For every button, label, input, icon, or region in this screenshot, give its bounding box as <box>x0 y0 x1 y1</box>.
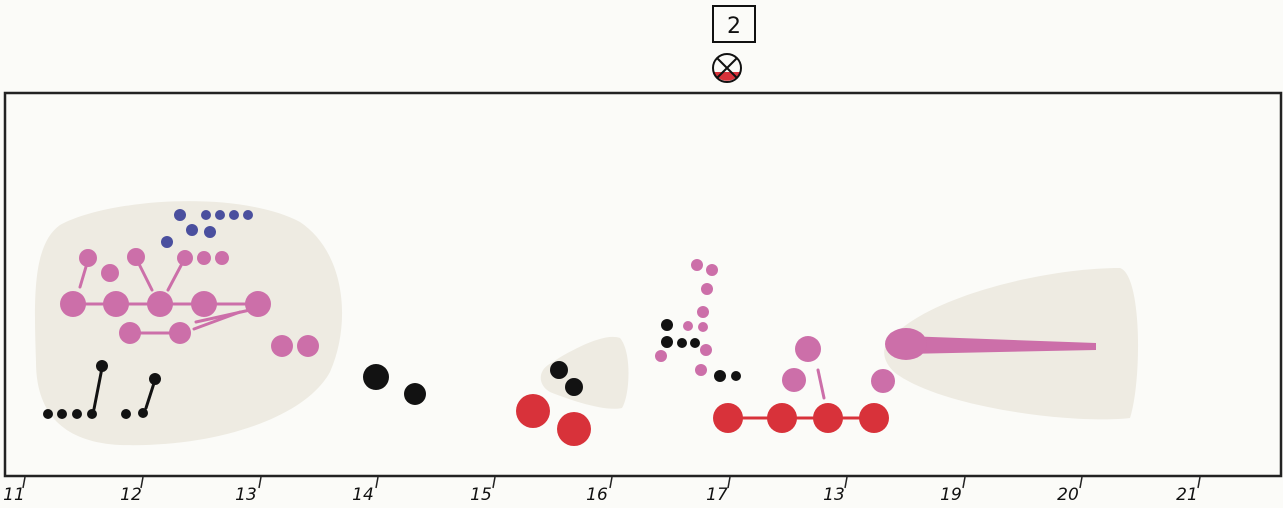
pink-dot <box>691 259 703 271</box>
blue-dot <box>229 210 239 220</box>
pink-dot <box>700 344 712 356</box>
axis-label: 20 <box>1057 485 1079 505</box>
black-dot <box>661 319 673 331</box>
red-dot-group <box>516 394 889 446</box>
red-dot <box>713 403 743 433</box>
pink-dot <box>177 250 193 266</box>
pink-dot <box>101 264 119 282</box>
axis-label: 21 <box>1176 485 1198 505</box>
red-dot <box>516 394 550 428</box>
axis-label: 14 <box>352 485 374 505</box>
axis-tick <box>492 476 496 489</box>
axis-tick <box>844 476 848 489</box>
blue-dot <box>201 210 211 220</box>
pink-dot <box>795 336 821 362</box>
axis-tick <box>258 476 262 489</box>
black-dot <box>661 336 673 348</box>
axis-label: 12 <box>120 485 142 505</box>
pink-dot <box>701 283 713 295</box>
bottom-axis: 11 12 13 14 15 16 17 13 19 20 21 <box>3 476 1201 505</box>
black-dot <box>731 371 741 381</box>
black-dot <box>72 409 82 419</box>
black-dot <box>149 373 161 385</box>
pink-dot <box>147 291 173 317</box>
red-dot <box>813 403 843 433</box>
axis-tick <box>609 476 613 489</box>
axis-tick <box>962 476 966 489</box>
red-dot <box>859 403 889 433</box>
pink-dot <box>706 264 718 276</box>
pink-dot-group <box>60 248 895 393</box>
black-dot <box>121 409 131 419</box>
pink-dot <box>698 322 708 332</box>
pink-dot <box>655 350 667 362</box>
pink-dot <box>695 364 707 376</box>
pink-dot <box>215 251 229 265</box>
crossed-circle-with-red-segment-icon <box>712 53 742 83</box>
axis-tick <box>140 476 144 489</box>
black-dot <box>96 360 108 372</box>
black-dot-group <box>43 319 741 419</box>
blue-dot <box>243 210 253 220</box>
axis-tick <box>1197 476 1201 489</box>
black-dot <box>690 338 700 348</box>
axis-tick <box>1079 476 1083 489</box>
region-blob-middle <box>540 336 629 409</box>
blue-dot-group <box>161 209 253 248</box>
axis-label: 13 <box>235 485 257 505</box>
blue-dot <box>161 236 173 248</box>
figure-number-box <box>712 5 756 43</box>
black-dot <box>404 383 426 405</box>
pink-dot <box>697 306 709 318</box>
axis-tick <box>375 476 379 489</box>
black-dot <box>677 338 687 348</box>
black-dot <box>565 378 583 396</box>
axis-label: 17 <box>706 485 728 505</box>
black-dot <box>138 408 148 418</box>
axis-tick <box>727 476 731 489</box>
blue-dot <box>204 226 216 238</box>
region-blob-left <box>34 201 343 446</box>
pink-dot <box>119 322 141 344</box>
pink-dot <box>683 321 693 331</box>
figure-number: 2 <box>727 14 741 39</box>
pink-dot <box>79 249 97 267</box>
pink-dot <box>103 291 129 317</box>
axis-label: 19 <box>940 485 962 505</box>
red-dot <box>557 412 591 446</box>
pink-dot <box>127 248 145 266</box>
pink-dot <box>271 335 293 357</box>
blue-dot <box>215 210 225 220</box>
elongated-chromosome <box>885 328 1096 360</box>
pink-dot <box>197 251 211 265</box>
pink-dot <box>871 369 895 393</box>
pink-dot <box>297 335 319 357</box>
axis-tick <box>22 476 26 489</box>
diagram-frame <box>3 91 1283 478</box>
blue-dot <box>174 209 186 221</box>
black-dot <box>363 364 389 390</box>
black-dot <box>43 409 53 419</box>
pink-dot <box>782 368 806 392</box>
axis-label: 13 <box>823 485 845 505</box>
blue-dot <box>186 224 198 236</box>
black-dot <box>714 370 726 382</box>
black-dot <box>550 361 568 379</box>
pink-dot <box>245 291 271 317</box>
axis-label: 11 <box>3 485 25 505</box>
black-dot <box>57 409 67 419</box>
axis-label: 16 <box>586 485 608 505</box>
red-dot <box>767 403 797 433</box>
axis-label: 15 <box>470 485 492 505</box>
pink-dot <box>60 291 86 317</box>
pink-dot <box>169 322 191 344</box>
pink-dot <box>191 291 217 317</box>
black-dot <box>87 409 97 419</box>
